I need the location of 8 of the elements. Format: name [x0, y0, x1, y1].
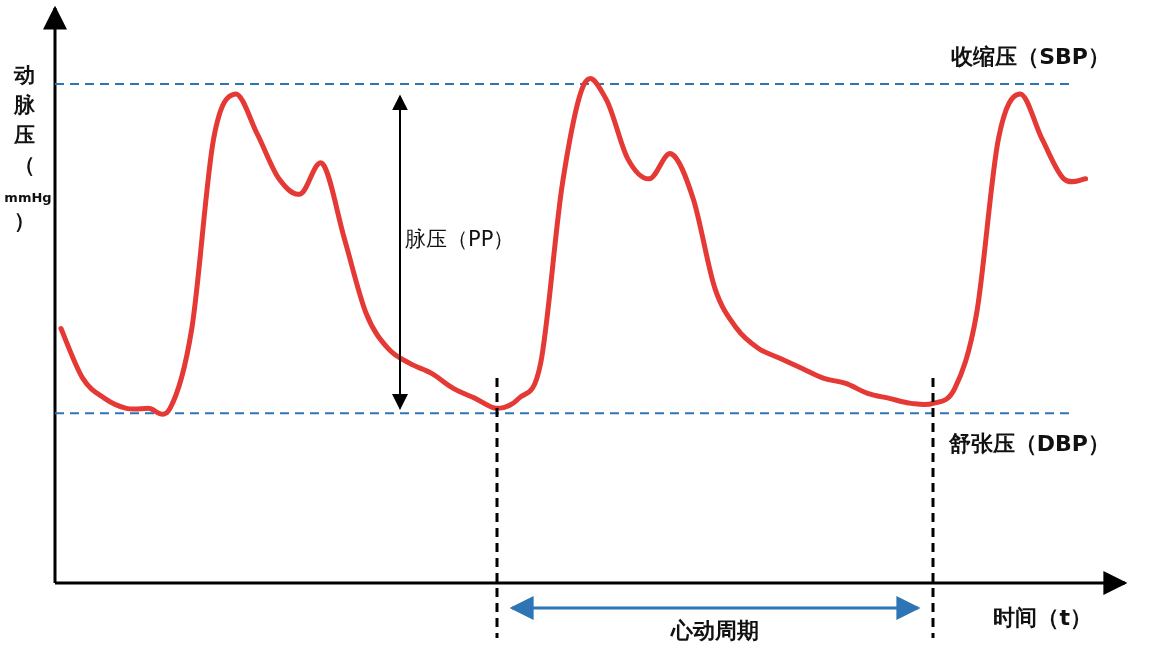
annotation: 脉压（PP）: [405, 227, 515, 251]
ref-line: 舒张压（DBP）: [54, 412, 1110, 457]
ref-line: 收缩压（SBP）: [54, 44, 1110, 85]
text: 心动周期: [670, 618, 759, 643]
ref-line-label: 收缩压（SBP）: [951, 44, 1110, 69]
ref-line-label: 舒张压（DBP）: [947, 431, 1110, 457]
x-axis-title: 时间（t）: [993, 605, 1092, 630]
y-axis-title: 动脉压（mmHg）: [4, 63, 52, 233]
